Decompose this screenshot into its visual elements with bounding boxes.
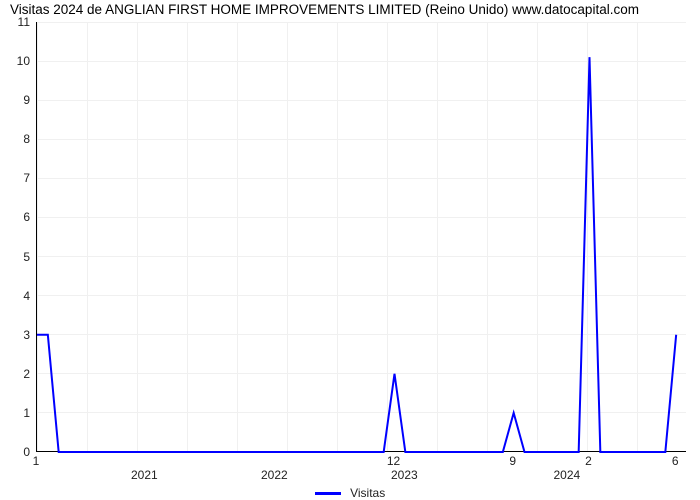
y-tick: 7	[0, 171, 30, 185]
y-tick: 2	[0, 367, 30, 381]
x-tick: 6	[672, 454, 679, 468]
legend-label: Visitas	[350, 486, 385, 500]
chart-container: { "title": "Visitas 2024 de ANGLIAN FIRS…	[0, 0, 700, 500]
y-tick: 6	[0, 210, 30, 224]
y-tick: 4	[0, 289, 30, 303]
x-tick: 1	[33, 454, 40, 468]
x-tick: 9	[509, 454, 516, 468]
y-tick: 11	[0, 15, 30, 29]
x-tick-year: 2023	[391, 468, 418, 482]
legend-swatch	[315, 492, 341, 495]
y-tick: 0	[0, 445, 30, 459]
x-tick-year: 2021	[131, 468, 158, 482]
x-tick-year: 2024	[553, 468, 580, 482]
line-svg	[37, 22, 687, 452]
y-tick: 5	[0, 250, 30, 264]
visits-line	[37, 57, 676, 452]
y-tick: 10	[0, 54, 30, 68]
x-tick: 12	[387, 454, 400, 468]
y-tick: 3	[0, 328, 30, 342]
y-tick: 1	[0, 406, 30, 420]
y-tick: 9	[0, 93, 30, 107]
y-tick: 8	[0, 132, 30, 146]
legend: Visitas	[0, 486, 700, 500]
x-tick-year: 2022	[261, 468, 288, 482]
plot-area	[36, 22, 686, 452]
x-tick: 2	[585, 454, 592, 468]
chart-title: Visitas 2024 de ANGLIAN FIRST HOME IMPRO…	[10, 2, 639, 17]
